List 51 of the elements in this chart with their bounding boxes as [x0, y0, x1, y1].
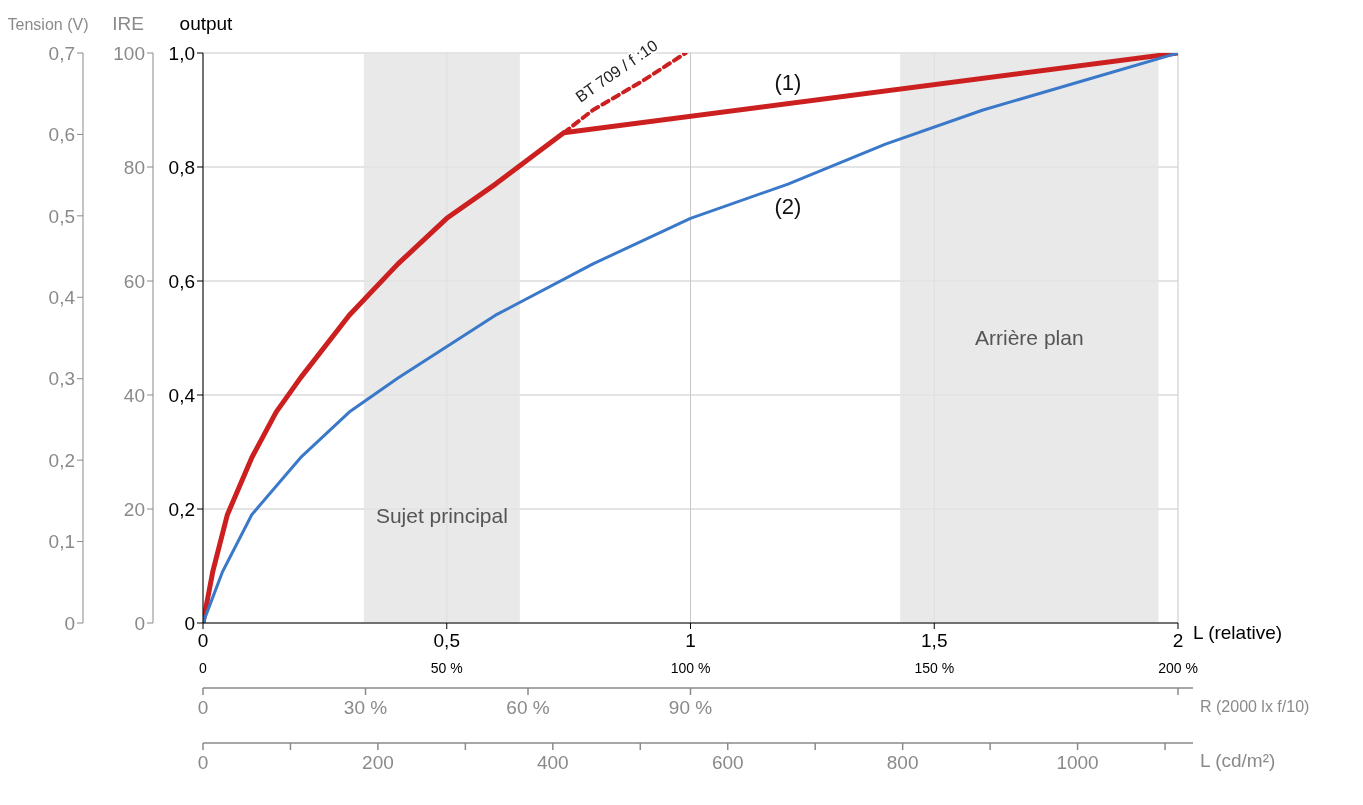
- band-label: Arrière plan: [975, 326, 1084, 350]
- y3-tick-label: 0,1: [48, 531, 75, 553]
- y3-tick-label: 0,4: [48, 287, 76, 309]
- x2-tick-label: 60 %: [506, 697, 550, 718]
- text: 600: [711, 752, 744, 773]
- x2-tick-label: 30 %: [343, 697, 388, 718]
- text: 1000: [1056, 752, 1099, 773]
- y2-axis-title: IRE: [112, 13, 144, 34]
- annotation: BT 709 / f :10: [572, 36, 661, 106]
- x-tick-label: 1: [685, 630, 696, 651]
- y2-tick-label: 100: [113, 42, 145, 64]
- series-label: (1): [774, 69, 802, 95]
- text: 0: [197, 752, 209, 773]
- text: 0: [199, 660, 208, 676]
- y2-tick-label: 20: [123, 498, 145, 520]
- y2-tick-label: 0: [134, 612, 145, 634]
- y3-axis-title: Tension (V): [7, 16, 89, 33]
- series-label: (2): [774, 193, 802, 219]
- y-tick-label: 0: [184, 612, 195, 634]
- y-tick-label: 0,4: [168, 384, 196, 406]
- y2-tick-label: 40: [123, 384, 145, 406]
- x-tick-label: 2: [1172, 630, 1184, 651]
- y-tick-label: 0,8: [168, 156, 195, 178]
- y-tick-label: 1,0: [168, 42, 195, 64]
- y3-tick-label: 0,5: [48, 205, 75, 227]
- band-label: Sujet principal: [375, 504, 508, 527]
- text: 200: [362, 752, 394, 773]
- y3-tick-label: 0,6: [48, 124, 75, 146]
- text: 800: [886, 752, 919, 773]
- text: 400: [536, 752, 569, 773]
- y-tick-label: 0,2: [168, 498, 195, 520]
- y-axis-title: output: [179, 13, 234, 34]
- y3-tick-label: 0: [64, 612, 75, 634]
- y2-tick-label: 60: [123, 270, 145, 292]
- text: 150 %: [914, 660, 955, 676]
- x2-axis-title: R (2000 lx f/10): [1200, 698, 1310, 715]
- x2-tick-label: 90 %: [668, 697, 713, 718]
- text: 100 %: [670, 660, 711, 676]
- x-axis-title: L (relative): [1193, 621, 1283, 643]
- y-tick-label: 0,6: [168, 270, 195, 292]
- y3-tick-label: 0,7: [48, 42, 75, 64]
- y3-tick-label: 0,2: [48, 449, 75, 471]
- text: L (cd/m²): [1200, 750, 1276, 771]
- x-tick-label: 0,5: [433, 630, 460, 651]
- x2-tick-label: 0: [197, 697, 209, 718]
- y3-tick-label: 0,3: [48, 368, 75, 390]
- text: 50 %: [430, 660, 463, 676]
- x-tick-label: 0: [197, 630, 209, 651]
- x-tick-label: 1,5: [921, 630, 948, 651]
- text: 200 %: [1158, 660, 1198, 676]
- y2-tick-label: 80: [123, 156, 145, 178]
